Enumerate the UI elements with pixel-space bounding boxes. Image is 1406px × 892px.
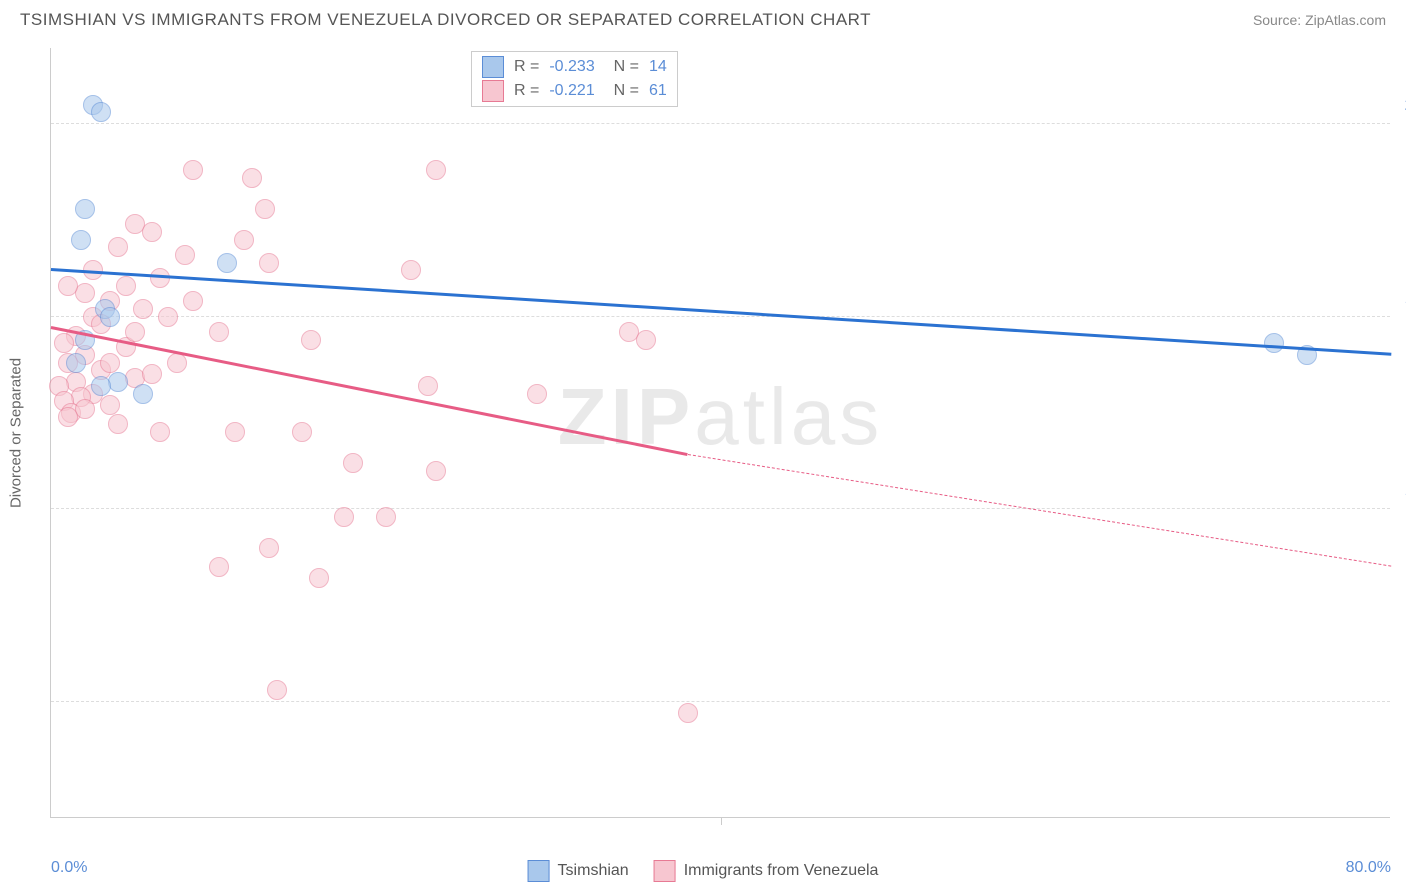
scatter-point-series2 [125,322,145,342]
scatter-point-series2 [418,376,438,396]
scatter-point-series1 [75,199,95,219]
scatter-point-series2 [183,291,203,311]
scatter-point-series2 [142,222,162,242]
scatter-point-series2 [133,299,153,319]
scatter-point-series2 [54,333,74,353]
scatter-point-series2 [292,422,312,442]
scatter-point-series2 [100,395,120,415]
scatter-point-series2 [259,538,279,558]
scatter-point-series2 [426,461,446,481]
scatter-point-series2 [175,245,195,265]
scatter-point-series2 [234,230,254,250]
scatter-point-series2 [108,237,128,257]
scatter-point-series2 [116,276,136,296]
scatter-point-series2 [108,414,128,434]
stats-row-series1: R = -0.233 N = 14 [482,55,667,79]
scatter-point-series2 [267,680,287,700]
legend-item-series2: Immigrants from Venezuela [654,860,879,882]
chart-plot-area: Divorced or Separated ZIPatlas R = -0.23… [50,48,1390,818]
scatter-point-series2 [150,422,170,442]
gridline [51,701,1390,702]
scatter-point-series2 [376,507,396,527]
scatter-point-series2 [58,276,78,296]
gridline [51,316,1390,317]
scatter-point-series1 [91,376,111,396]
scatter-point-series1 [133,384,153,404]
scatter-point-series2 [309,568,329,588]
scatter-point-series2 [527,384,547,404]
scatter-point-series1 [1264,333,1284,353]
scatter-point-series2 [167,353,187,373]
scatter-point-series2 [209,322,229,342]
scatter-point-series2 [334,507,354,527]
xtick-label: 0.0% [51,859,87,877]
scatter-point-series2 [401,260,421,280]
swatch-series1 [482,56,504,78]
xtick-label: 80.0% [1346,859,1391,877]
scatter-point-series2 [183,160,203,180]
scatter-point-series2 [301,330,321,350]
scatter-point-series1 [217,253,237,273]
scatter-point-series2 [142,364,162,384]
scatter-point-series2 [255,199,275,219]
scatter-point-series1 [91,102,111,122]
watermark: ZIPatlas [558,371,883,463]
scatter-point-series1 [71,230,91,250]
source-label: Source: ZipAtlas.com [1253,12,1386,28]
trendline-series2-extrapolated [687,454,1391,567]
scatter-point-series2 [636,330,656,350]
stats-row-series2: R = -0.221 N = 61 [482,79,667,103]
legend-item-series1: Tsimshian [528,860,629,882]
scatter-point-series2 [242,168,262,188]
scatter-point-series2 [426,160,446,180]
scatter-point-series2 [343,453,363,473]
scatter-point-series1 [100,307,120,327]
scatter-point-series2 [225,422,245,442]
swatch-series2 [482,80,504,102]
gridline [51,123,1390,124]
scatter-point-series2 [259,253,279,273]
trendline-series1 [51,268,1391,355]
scatter-point-series2 [58,407,78,427]
scatter-point-series1 [108,372,128,392]
chart-title: TSIMSHIAN VS IMMIGRANTS FROM VENEZUELA D… [20,10,871,30]
gridline [51,508,1390,509]
scatter-point-series2 [100,353,120,373]
scatter-point-series1 [66,353,86,373]
series-legend: Tsimshian Immigrants from Venezuela [528,860,879,882]
stats-legend: R = -0.233 N = 14 R = -0.221 N = 61 [471,51,678,107]
scatter-point-series2 [209,557,229,577]
swatch-series2-bottom [654,860,676,882]
xtick-mark [721,817,722,825]
scatter-point-series2 [150,268,170,288]
scatter-point-series2 [678,703,698,723]
scatter-point-series2 [158,307,178,327]
swatch-series1-bottom [528,860,550,882]
y-axis-label: Divorced or Separated [8,357,25,507]
